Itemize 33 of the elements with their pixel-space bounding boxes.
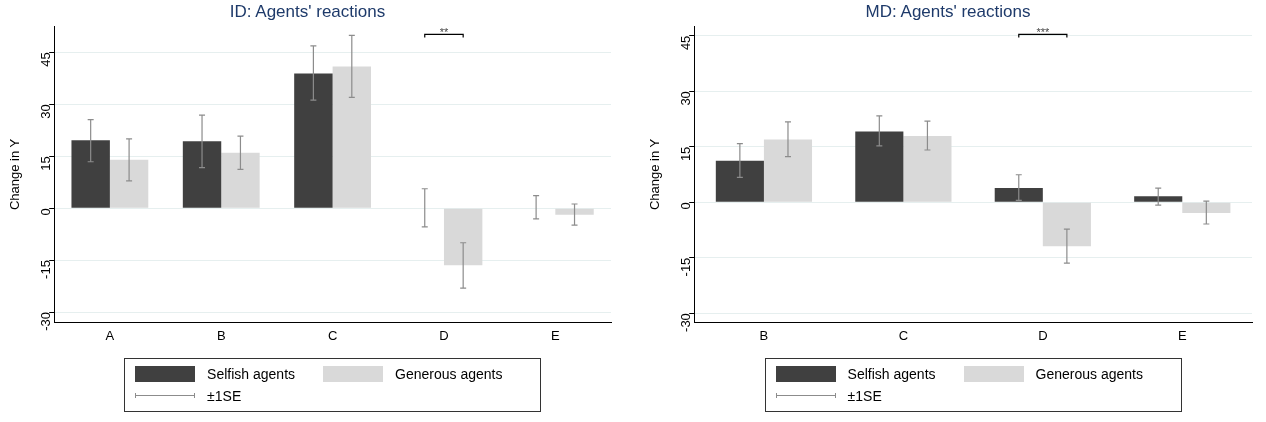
x-tick-label: A [105,327,115,343]
chart-title: MD: Agents' reactions [865,1,1031,21]
x-tick-label: D [439,327,449,343]
legend-label: Generous agents [395,366,503,382]
y-axis-title: Change in Y [7,138,23,211]
x-tick-label: D [1038,327,1048,343]
legend-label: Selfish agents [207,366,296,382]
y-tick-label: -15 [37,260,53,279]
y-tick-label: 30 [37,104,53,119]
y-axis-title: Change in Y [647,138,663,211]
x-tick-label: E [550,327,560,343]
x-tick-label: B [216,327,226,343]
y-tick-label: 15 [37,156,53,171]
text: ±1SE [207,388,242,404]
y-tick-label: 45 [37,52,53,67]
y-tick-label: 0 [37,208,53,216]
y-tick-label: -30 [677,313,693,332]
y-tick-label: -15 [677,257,693,277]
legend-label: Selfish agents [847,366,936,382]
y-tick-label: -30 [37,312,53,331]
text: ±1SE [847,388,882,404]
annotation: ** [439,25,449,38]
chart-title: ID: Agents' reactions [229,1,386,21]
x-tick-label: B [759,327,769,343]
x-tick-label: C [898,327,909,343]
y-tick-label: 30 [677,91,693,106]
annotation: *** [1036,25,1050,38]
x-tick-label: E [1177,327,1187,343]
y-tick-label: 45 [677,35,693,51]
x-tick-label: C [327,327,338,343]
y-tick-label: 15 [677,146,693,162]
y-tick-label: 0 [677,202,693,210]
legend-label: Generous agents [1035,366,1143,382]
